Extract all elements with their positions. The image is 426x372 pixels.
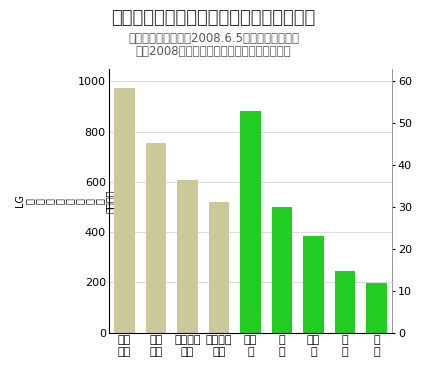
Bar [145, 143, 166, 333]
Text: 出所：日本経済新聞2008.6.5付け地球環境広告: 出所：日本経済新聞2008.6.5付け地球環境広告 [128, 32, 298, 45]
Y-axis label: LG
二
酸
化
炭
素
排
出
量
（グラム
／
ｋｗｈ・送電端）: LG 二 酸 化 炭 素 排 出 量 （グラム ／ ｋｗｈ・送電端） [15, 177, 135, 224]
Text: 特集2008から引用（資料：電力中央研究所）: 特集2008から引用（資料：電力中央研究所） [135, 45, 291, 58]
Bar [208, 202, 229, 333]
Bar [271, 207, 291, 333]
Bar [240, 111, 260, 333]
Bar [334, 270, 354, 333]
Bar [366, 283, 386, 333]
Bar [177, 180, 197, 333]
Bar [302, 236, 323, 333]
Bar [114, 88, 134, 333]
Text: 電源別のライフサイクル二酸化炭素排出量: 電源別のライフサイクル二酸化炭素排出量 [111, 9, 315, 27]
